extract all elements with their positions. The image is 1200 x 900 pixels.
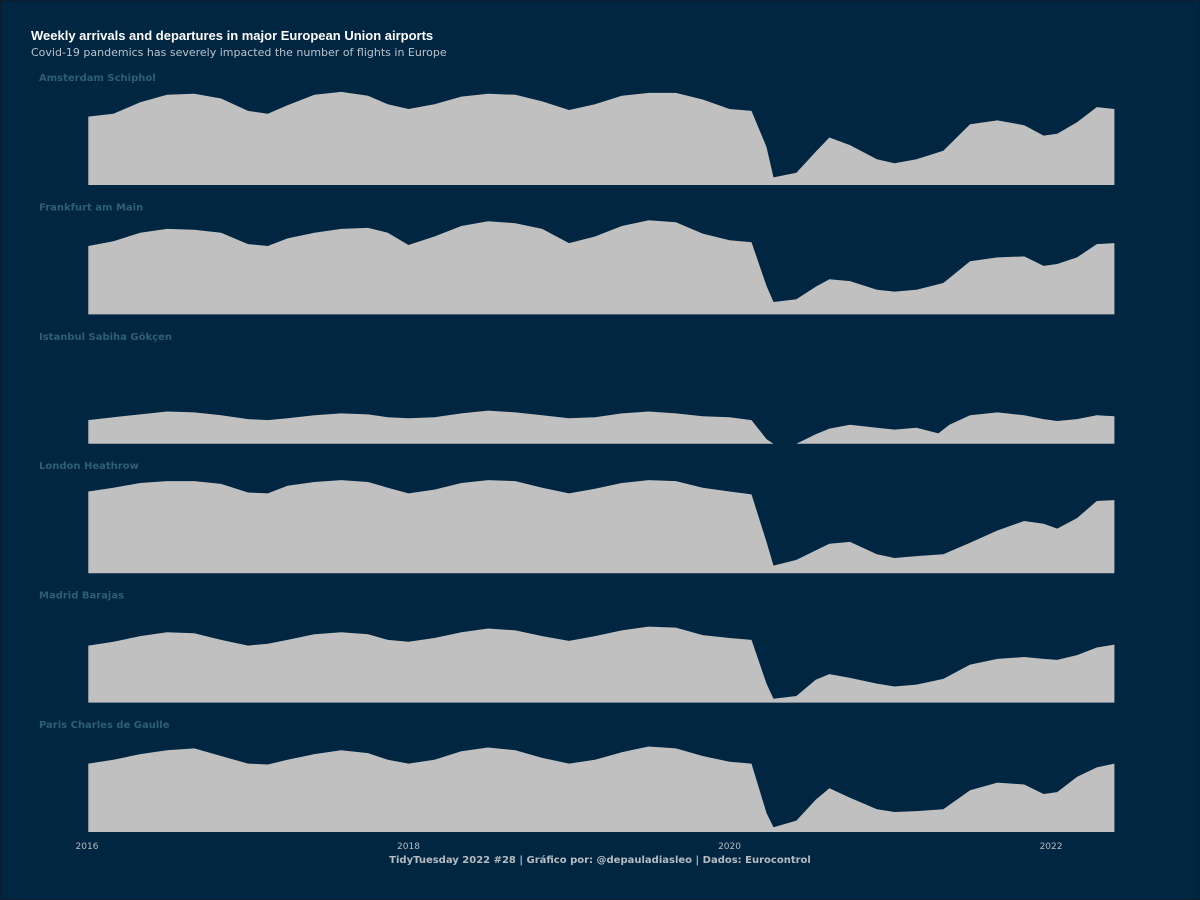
area-series bbox=[88, 410, 1115, 444]
facet-panel: Frankfurt am Main bbox=[39, 202, 1115, 315]
x-tick-label: 2016 bbox=[76, 842, 99, 852]
area-series bbox=[88, 480, 1115, 574]
x-tick-label: 2018 bbox=[397, 842, 420, 852]
x-tick-label: 2020 bbox=[718, 842, 741, 852]
facet-panel: Madrid Barajas bbox=[39, 591, 1115, 703]
area-series bbox=[88, 220, 1115, 315]
area-series bbox=[88, 626, 1115, 703]
chart-subtitle: Covid-19 pandemics has severely impacted… bbox=[31, 46, 447, 59]
facet-panel: Paris Charles de Gaulle bbox=[39, 720, 1115, 832]
chart-caption: TidyTuesday 2022 #28 | Gráfico por: @dep… bbox=[389, 855, 811, 866]
facet-label: Paris Charles de Gaulle bbox=[39, 720, 170, 731]
facet-label: Frankfurt am Main bbox=[39, 202, 143, 213]
facet-label: Istanbul Sabiha Gökçen bbox=[39, 332, 172, 343]
facet-panel: Istanbul Sabiha Gökçen bbox=[39, 332, 1115, 444]
area-series bbox=[88, 746, 1115, 832]
facet-label: Madrid Barajas bbox=[39, 591, 124, 602]
chart-title: Weekly arrivals and departures in major … bbox=[31, 28, 434, 43]
facet-label: London Heathrow bbox=[39, 461, 139, 472]
facet-panel: London Heathrow bbox=[39, 461, 1115, 574]
facet-label: Amsterdam Schiphol bbox=[39, 73, 156, 84]
x-tick-label: 2022 bbox=[1040, 842, 1063, 852]
facet-panel: Amsterdam Schiphol bbox=[39, 73, 1115, 185]
area-series bbox=[88, 91, 1115, 185]
